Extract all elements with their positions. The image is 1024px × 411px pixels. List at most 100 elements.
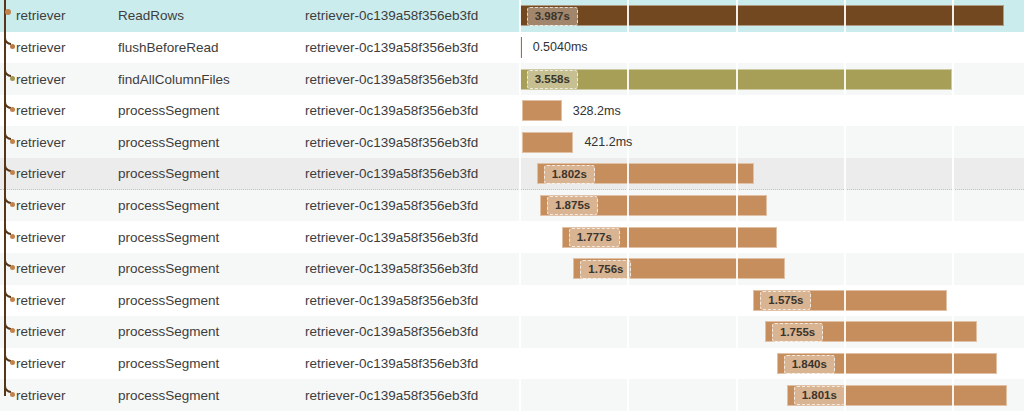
span-color-dot <box>10 328 15 333</box>
operation-name-label: processSegment <box>118 261 305 276</box>
operation-name-label: processSegment <box>118 103 305 118</box>
span-color-dot <box>10 234 15 239</box>
operation-name-label: findAllColumnFiles <box>118 72 305 87</box>
resource-name-label: retriever-0c139a58f356eb3fd <box>305 8 517 23</box>
span-row[interactable]: retrieverprocessSegmentretriever-0c139a5… <box>0 95 1024 127</box>
span-row[interactable]: retrieverprocessSegmentretriever-0c139a5… <box>0 253 1024 285</box>
resource-name-label: retriever-0c139a58f356eb3fd <box>305 135 517 150</box>
resource-name-label: retriever-0c139a58f356eb3fd <box>305 261 517 276</box>
service-name-label: retriever <box>16 166 118 181</box>
span-color-dot <box>10 360 15 365</box>
service-name-label: retriever <box>16 230 118 245</box>
service-name-label: retriever <box>16 135 118 150</box>
span-duration-label: 1.756s <box>580 260 631 279</box>
service-name-label: retriever <box>16 198 118 213</box>
resource-name-label: retriever-0c139a58f356eb3fd <box>305 103 517 118</box>
operation-name-label: ReadRows <box>118 8 305 23</box>
timeline-gridline <box>627 0 629 411</box>
span-row[interactable]: retrieverflushBeforeReadretriever-0c139a… <box>0 32 1024 64</box>
span-color-dot <box>10 44 15 49</box>
span-duration-bar[interactable] <box>522 100 562 121</box>
span-timeline-cell: 3.987s <box>517 0 1024 32</box>
span-row[interactable]: retrieverprocessSegmentretriever-0c139a5… <box>0 348 1024 380</box>
operation-name-label: flushBeforeRead <box>118 40 305 55</box>
span-timeline-cell: 1.756s <box>517 253 1024 285</box>
span-tree-connectors <box>0 0 16 411</box>
span-row[interactable]: retrieverprocessSegmentretriever-0c139a5… <box>0 285 1024 317</box>
operation-name-label: processSegment <box>118 293 305 308</box>
span-duration-label: 1.755s <box>772 323 823 342</box>
span-duration-label: 421.2ms <box>584 134 632 150</box>
timeline-gridline <box>844 0 846 411</box>
span-duration-label: 1.802s <box>544 165 595 184</box>
span-row[interactable]: retrieverprocessSegmentretriever-0c139a5… <box>0 158 1024 190</box>
span-duration-label: 1.875s <box>547 196 598 215</box>
span-row[interactable]: retrieverprocessSegmentretriever-0c139a5… <box>0 221 1024 253</box>
service-name-label: retriever <box>16 293 118 308</box>
span-duration-label: 1.777s <box>569 228 620 247</box>
operation-name-label: processSegment <box>118 230 305 245</box>
span-timeline-cell: 1.777s <box>517 221 1024 253</box>
resource-name-label: retriever-0c139a58f356eb3fd <box>305 40 517 55</box>
span-row[interactable]: retrieverprocessSegmentretriever-0c139a5… <box>0 379 1024 411</box>
span-color-dot <box>10 265 15 270</box>
span-timeline-cell: 1.802s <box>517 158 1024 189</box>
span-duration-label: 1.801s <box>794 386 845 405</box>
operation-name-label: processSegment <box>118 356 305 371</box>
timeline-gridline <box>952 0 954 411</box>
span-duration-label: 328.2ms <box>573 103 621 119</box>
span-color-dot <box>10 76 15 81</box>
span-row[interactable]: retrieverReadRowsretriever-0c139a58f356e… <box>0 0 1024 32</box>
resource-name-label: retriever-0c139a58f356eb3fd <box>305 72 517 87</box>
span-row[interactable]: retrieverprocessSegmentretriever-0c139a5… <box>0 126 1024 158</box>
span-color-dot <box>10 107 15 112</box>
span-timeline-cell: 328.2ms <box>517 95 1024 127</box>
resource-name-label: retriever-0c139a58f356eb3fd <box>305 324 517 339</box>
service-name-label: retriever <box>16 356 118 371</box>
span-timeline-cell: 1.875s <box>517 190 1024 222</box>
service-name-label: retriever <box>16 72 118 87</box>
span-row[interactable]: retrieverprocessSegmentretriever-0c139a5… <box>0 190 1024 222</box>
operation-name-label: processSegment <box>118 388 305 403</box>
span-timeline-cell: 0.5040ms <box>517 32 1024 64</box>
operation-name-label: processSegment <box>118 135 305 150</box>
span-color-dot <box>10 202 15 207</box>
operation-name-label: processSegment <box>118 166 305 181</box>
span-timeline-cell: 1.840s <box>517 348 1024 380</box>
span-row[interactable]: retrieverprocessSegmentretriever-0c139a5… <box>0 316 1024 348</box>
resource-name-label: retriever-0c139a58f356eb3fd <box>305 166 517 181</box>
service-name-label: retriever <box>16 8 118 23</box>
service-name-label: retriever <box>16 324 118 339</box>
span-duration-label: 1.840s <box>784 355 835 374</box>
operation-name-label: processSegment <box>118 324 305 339</box>
span-timeline-cell: 421.2ms <box>517 126 1024 158</box>
span-timeline-cell: 1.575s <box>517 285 1024 317</box>
span-duration-bar[interactable] <box>522 132 574 153</box>
operation-name-label: processSegment <box>118 198 305 213</box>
span-duration-label: 0.5040ms <box>533 39 588 55</box>
service-name-label: retriever <box>16 388 118 403</box>
service-name-label: retriever <box>16 261 118 276</box>
span-color-dot <box>10 392 15 397</box>
timeline-gridline <box>519 0 521 411</box>
span-color-dot <box>10 139 15 144</box>
span-timeline-cell: 1.755s <box>517 316 1024 348</box>
span-color-dot <box>10 297 15 302</box>
resource-name-label: retriever-0c139a58f356eb3fd <box>305 388 517 403</box>
timeline-gridline <box>736 0 738 411</box>
span-duration-label: 1.575s <box>760 291 811 310</box>
service-name-label: retriever <box>16 103 118 118</box>
resource-name-label: retriever-0c139a58f356eb3fd <box>305 198 517 213</box>
resource-name-label: retriever-0c139a58f356eb3fd <box>305 293 517 308</box>
span-color-dot <box>10 170 15 175</box>
span-color-dot <box>5 9 11 15</box>
span-duration-label: 3.558s <box>527 70 578 89</box>
span-duration-label: 3.987s <box>527 7 578 26</box>
trace-waterfall-view: retrieverReadRowsretriever-0c139a58f356e… <box>0 0 1024 411</box>
resource-name-label: retriever-0c139a58f356eb3fd <box>305 356 517 371</box>
span-timeline-cell: 3.558s <box>517 63 1024 95</box>
span-timeline-cell: 1.801s <box>517 379 1024 411</box>
service-name-label: retriever <box>16 40 118 55</box>
span-duration-bar[interactable] <box>520 5 1004 26</box>
span-row[interactable]: retrieverfindAllColumnFilesretriever-0c1… <box>0 63 1024 95</box>
